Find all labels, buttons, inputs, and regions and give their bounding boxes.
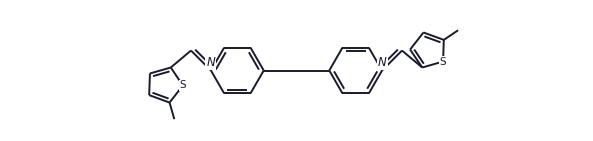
Text: N: N xyxy=(206,56,215,69)
Text: N: N xyxy=(378,56,387,69)
Text: N: N xyxy=(378,56,387,69)
Text: S: S xyxy=(180,81,186,91)
Text: N: N xyxy=(206,56,215,69)
Text: S: S xyxy=(440,57,447,67)
